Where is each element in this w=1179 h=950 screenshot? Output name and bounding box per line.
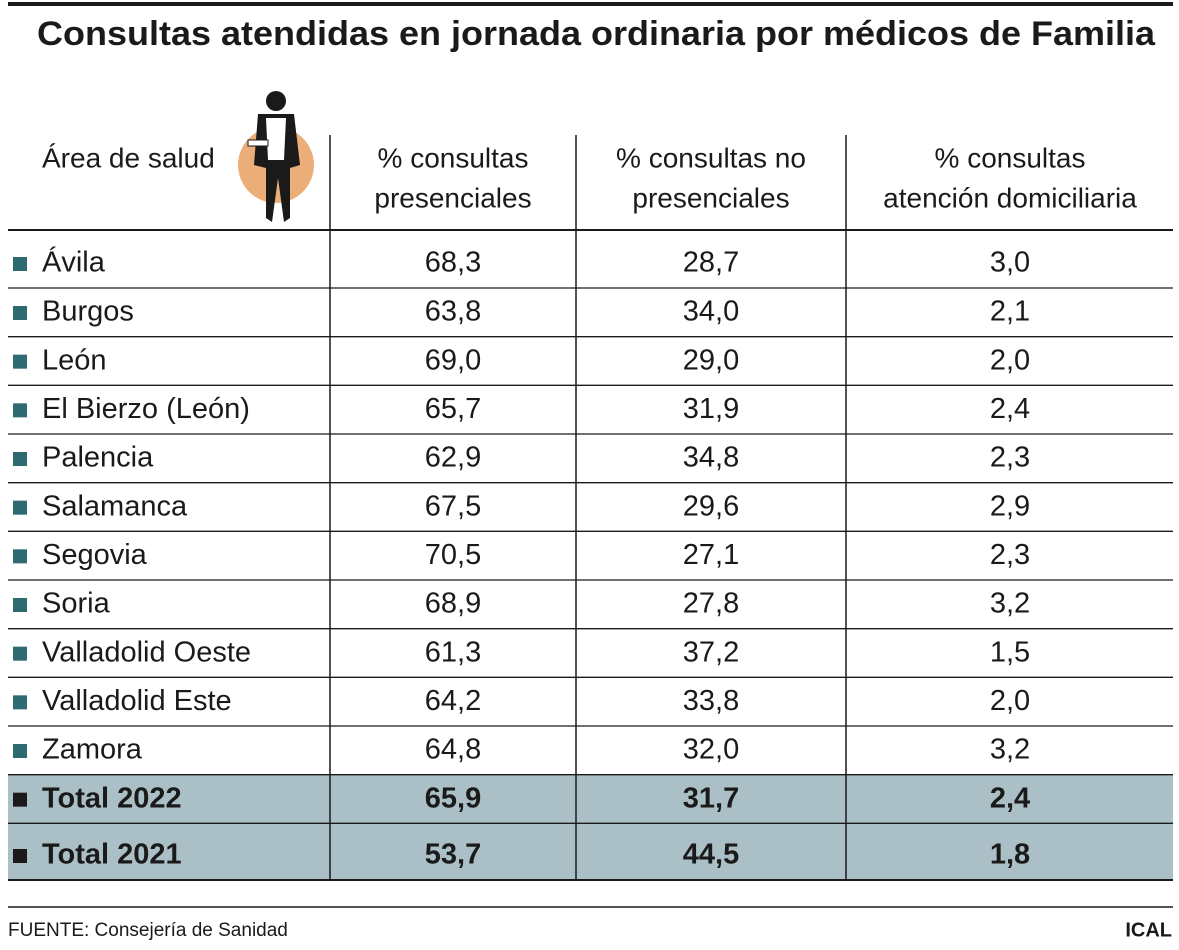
cell-value: 2,9 [990, 490, 1030, 522]
area-name: León [42, 344, 107, 376]
cell-value: 69,0 [425, 344, 481, 376]
cell-value: 34,8 [683, 442, 739, 474]
cell-value: 62,9 [425, 442, 481, 474]
column-header: % consultas no [616, 142, 806, 173]
column-header: % consultas [935, 142, 1086, 173]
row-marker [13, 306, 27, 320]
cell-value: 2,4 [990, 393, 1030, 425]
area-header: Área de salud [42, 142, 215, 173]
row-marker [13, 403, 27, 418]
cell-value: 68,3 [425, 247, 481, 279]
cell-value: 3,2 [990, 588, 1030, 620]
row-marker [13, 695, 27, 710]
cell-value: 67,5 [425, 490, 481, 522]
cell-value: 2,1 [990, 296, 1030, 328]
area-name: Soria [42, 588, 111, 620]
cell-value: 37,2 [683, 636, 739, 668]
cell-value: 29,6 [683, 490, 739, 522]
area-name: Salamanca [42, 490, 188, 522]
cell-value: 64,8 [425, 734, 481, 766]
area-name: Total 2022 [42, 782, 182, 814]
area-name: Valladolid Este [42, 685, 232, 717]
area-name: El Bierzo (León) [42, 393, 250, 425]
cell-value: 44,5 [683, 839, 739, 871]
cell-value: 2,3 [990, 539, 1030, 571]
row-marker [13, 744, 27, 758]
area-name: Zamora [42, 734, 143, 766]
cell-value: 53,7 [425, 839, 481, 871]
source: FUENTE: Consejería de Sanidad [8, 920, 288, 941]
cell-value: 27,1 [683, 539, 739, 571]
cell-value: 65,7 [425, 393, 481, 425]
area-name: Burgos [42, 296, 134, 328]
row-marker [13, 849, 27, 863]
cell-value: 63,8 [425, 296, 481, 328]
cell-value: 3,0 [990, 247, 1030, 279]
title: Consultas atendidas en jornada ordinaria… [37, 15, 1156, 53]
row-marker [13, 452, 27, 466]
column-header: presenciales [632, 182, 789, 213]
row-marker [13, 257, 27, 271]
cell-value: 64,2 [425, 685, 481, 717]
cell-value: 70,5 [425, 539, 481, 571]
row-marker [13, 598, 27, 612]
cell-value: 28,7 [683, 247, 739, 279]
cell-value: 2,4 [990, 782, 1030, 814]
column-header: atención domiciliaria [883, 182, 1137, 213]
total-row-bg [8, 774, 1173, 824]
area-name: Valladolid Oeste [42, 636, 251, 668]
cell-value: 1,8 [990, 839, 1030, 871]
total-row-bg [8, 823, 1173, 880]
cell-value: 1,5 [990, 636, 1030, 668]
column-header: presenciales [374, 182, 531, 213]
area-name: Segovia [42, 539, 148, 571]
cell-value: 2,0 [990, 344, 1030, 376]
cell-value: 34,0 [683, 296, 739, 328]
row-marker [13, 549, 27, 564]
cell-value: 3,2 [990, 734, 1030, 766]
area-name: Total 2021 [42, 839, 182, 871]
cell-value: 65,9 [425, 782, 481, 814]
brand: ICAL [1125, 919, 1172, 941]
top-rule [8, 2, 1173, 6]
column-header: % consultas [378, 142, 529, 173]
row-marker [13, 354, 27, 369]
cell-value: 31,9 [683, 393, 739, 425]
cell-value: 61,3 [425, 636, 481, 668]
doctor-icon [238, 91, 314, 222]
row-marker [13, 646, 27, 661]
cell-value: 33,8 [683, 685, 739, 717]
row-marker [13, 792, 27, 807]
area-name: Ávila [42, 246, 106, 279]
area-name: Palencia [42, 442, 154, 474]
row-marker [13, 500, 27, 515]
cell-value: 29,0 [683, 344, 739, 376]
cell-value: 32,0 [683, 734, 739, 766]
cell-value: 27,8 [683, 588, 739, 620]
cell-value: 68,9 [425, 588, 481, 620]
cell-value: 31,7 [683, 782, 739, 814]
cell-value: 2,0 [990, 685, 1030, 717]
cell-value: 2,3 [990, 442, 1030, 474]
